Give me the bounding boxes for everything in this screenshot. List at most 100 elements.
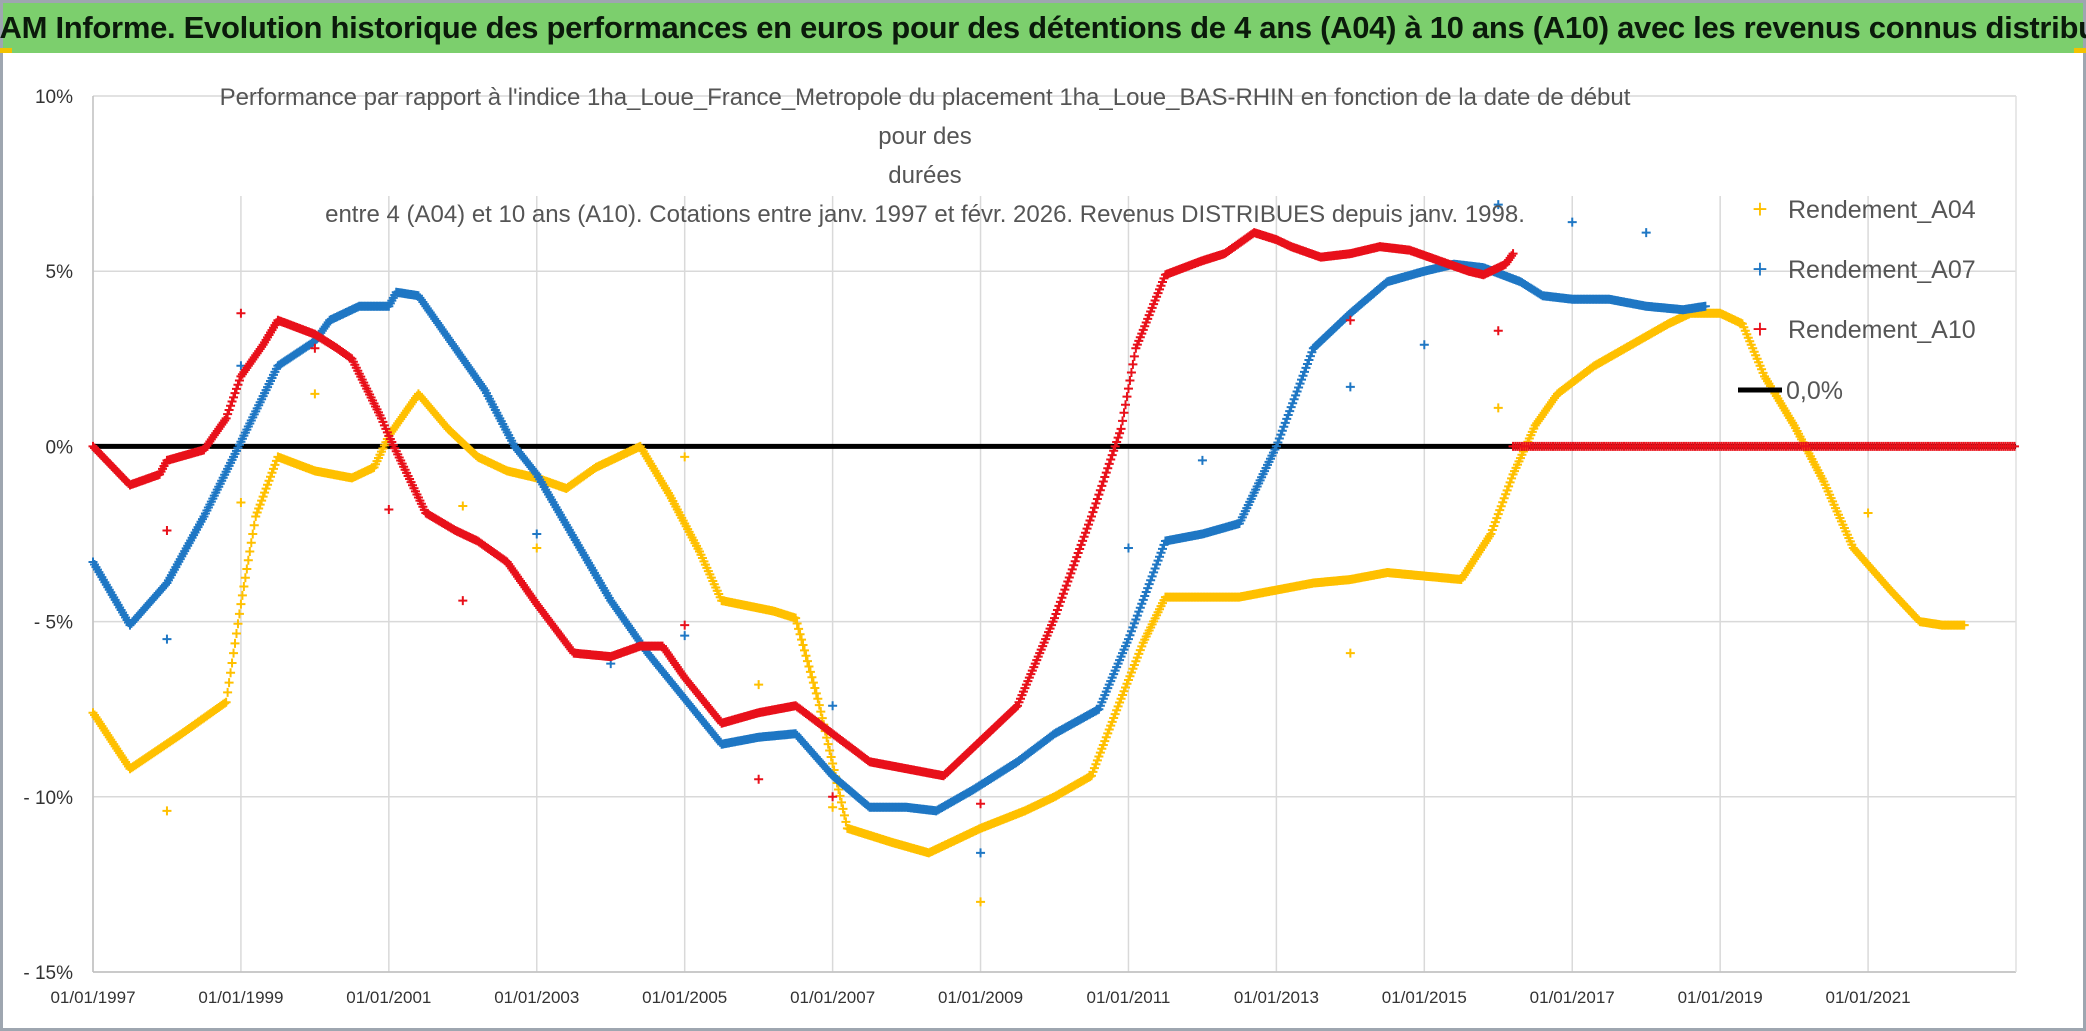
scatter-point xyxy=(828,802,838,812)
data-point xyxy=(240,573,250,583)
scatter-point xyxy=(754,680,764,690)
data-point xyxy=(813,694,823,704)
data-point xyxy=(1052,605,1062,615)
chart-title-line-1: Performance par rapport à l'indice 1ha_L… xyxy=(219,84,1631,150)
data-point xyxy=(249,520,259,530)
data-point xyxy=(1060,585,1070,595)
data-point xyxy=(1067,564,1077,574)
data-point xyxy=(227,658,237,668)
data-point xyxy=(810,683,820,693)
data-point xyxy=(817,713,827,723)
data-point xyxy=(1091,498,1101,508)
data-point xyxy=(1959,620,1969,630)
data-point xyxy=(233,380,243,390)
data-point xyxy=(1100,472,1110,482)
scatter-point xyxy=(1863,508,1873,518)
data-point xyxy=(1081,528,1091,538)
data-point xyxy=(834,784,844,794)
x-tick-label: 01/01/2015 xyxy=(1382,988,1467,1007)
scatter-point xyxy=(976,848,986,858)
legend-label-zero: 0,0% xyxy=(1786,377,1843,405)
y-tick-label: 10% xyxy=(35,87,73,108)
data-point xyxy=(229,392,239,402)
data-point xyxy=(823,739,833,749)
data-point xyxy=(234,609,244,619)
x-tick-label: 01/01/2009 xyxy=(938,988,1023,1007)
scatter-point xyxy=(828,792,838,802)
data-point xyxy=(1055,597,1065,607)
scatter-point xyxy=(1345,315,1355,325)
data-point xyxy=(226,668,236,678)
zero-point xyxy=(2010,441,2020,451)
scatter-point xyxy=(236,497,246,507)
data-point xyxy=(1106,455,1116,465)
data-point xyxy=(805,667,815,677)
data-point xyxy=(223,687,233,697)
chart-plot: 10% 5% 0% - 5% - 10% - 15% 01/01/1997 01/01/199… xyxy=(23,87,2020,1007)
data-point xyxy=(237,590,247,600)
data-point xyxy=(1079,532,1089,542)
data-point xyxy=(231,384,241,394)
data-point xyxy=(1094,490,1104,500)
scatter-point xyxy=(1345,382,1355,392)
data-point xyxy=(1076,540,1086,550)
data-point xyxy=(1109,446,1119,456)
data-point xyxy=(1118,416,1128,426)
data-point xyxy=(1075,544,1085,554)
data-point xyxy=(1126,367,1136,377)
data-point xyxy=(233,619,243,629)
legend-label-a07: Rendement_A07 xyxy=(1788,256,1976,284)
x-tick-label: 01/01/2001 xyxy=(346,988,431,1007)
data-point xyxy=(1089,503,1099,513)
data-point xyxy=(1508,249,1518,259)
chart-title-line-2: durées xyxy=(888,162,962,189)
data-point xyxy=(221,697,231,707)
data-point xyxy=(1058,589,1068,599)
data-point xyxy=(230,638,240,648)
legend-item-a07: + Rendement_A07 xyxy=(1752,254,1975,284)
data-point xyxy=(1051,609,1061,619)
data-point xyxy=(825,746,835,756)
data-point xyxy=(816,707,826,717)
scatter-point xyxy=(976,897,986,907)
data-point xyxy=(808,678,818,688)
data-point xyxy=(1116,424,1126,434)
data-point xyxy=(224,678,234,688)
scatter-point xyxy=(754,774,764,784)
scatter-point xyxy=(1197,455,1207,465)
data-point xyxy=(1061,581,1071,591)
data-point xyxy=(1086,511,1096,521)
data-point xyxy=(1115,428,1125,438)
data-point xyxy=(1085,516,1095,526)
x-tick-label: 01/01/2003 xyxy=(494,988,579,1007)
legend-marker-a07: + xyxy=(1752,254,1767,284)
data-point xyxy=(230,388,240,398)
chart-title: Performance par rapport à l'indice 1ha_L… xyxy=(200,78,1650,234)
data-point xyxy=(1123,384,1133,394)
data-point xyxy=(248,529,258,539)
data-point xyxy=(245,547,255,557)
data-point xyxy=(1104,459,1114,469)
scatter-point xyxy=(976,799,986,809)
scatter-point xyxy=(680,631,690,641)
data-point xyxy=(1122,392,1132,402)
data-point xyxy=(1066,568,1076,578)
data-point xyxy=(811,688,821,698)
data-point xyxy=(802,656,812,666)
data-point xyxy=(822,733,832,743)
y-tick-label: 0% xyxy=(46,437,74,458)
scatter-point xyxy=(458,596,468,606)
data-point xyxy=(1121,400,1130,410)
data-point xyxy=(1129,351,1139,361)
data-point xyxy=(1101,468,1111,478)
data-point xyxy=(792,618,802,628)
header-banner: ADAM Informe. Evolution historique des p… xyxy=(0,3,2086,53)
scatter-point xyxy=(532,543,542,553)
data-point xyxy=(804,661,814,671)
series-rendement-a04 xyxy=(88,308,1969,907)
data-point xyxy=(226,401,236,411)
y-tick-label: 5% xyxy=(46,262,74,283)
legend-marker-a04: + xyxy=(1752,194,1767,224)
data-point xyxy=(220,698,230,708)
